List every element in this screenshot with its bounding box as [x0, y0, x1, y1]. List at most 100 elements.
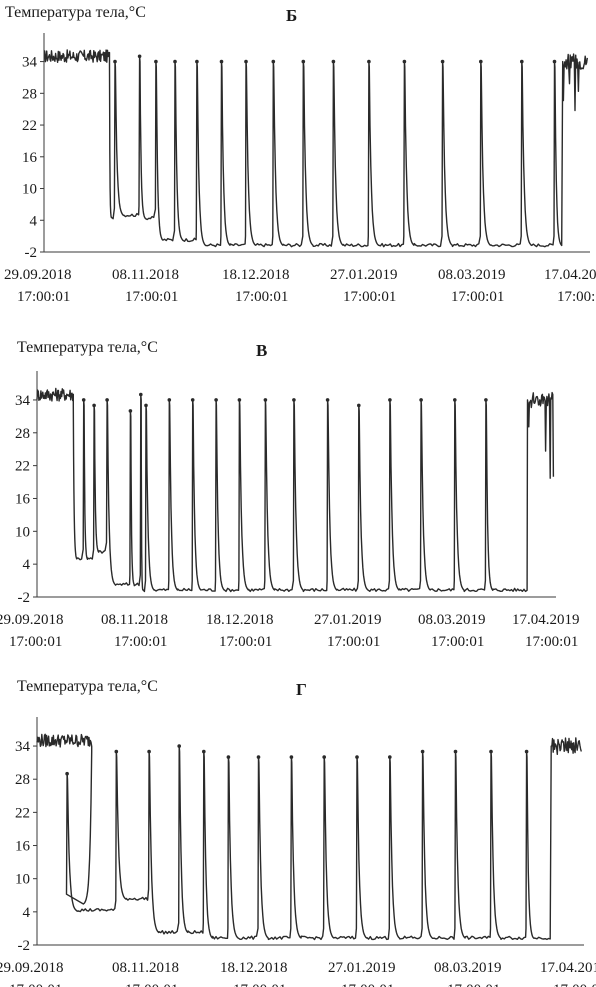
arousal-peak-point	[190, 398, 195, 402]
arousal-peak-point	[105, 398, 109, 402]
x-tick-time: 17:00:01	[233, 982, 286, 987]
x-tick-time: 17:00:01	[431, 634, 484, 650]
arousal-peak-point	[325, 398, 330, 402]
arousal-peak-point	[256, 755, 261, 759]
y-tick-label: -2	[18, 938, 31, 954]
x-tick-time: 17:00:01	[327, 634, 380, 650]
arousal-peak-point	[355, 755, 359, 759]
chart-b-ylabel: Температура тела,°C	[5, 4, 146, 21]
y-tick-label: 34	[15, 739, 31, 755]
chart-v-ylabel: Температура тела,°C	[17, 339, 158, 356]
arousal-peak-point	[453, 749, 458, 754]
y-tick-label: 16	[15, 839, 31, 855]
arousal-peak-point	[237, 398, 242, 402]
x-tick-time: 17:00:01	[125, 289, 178, 305]
arousal-peak-point	[173, 59, 177, 64]
arousal-peak-point	[195, 59, 199, 64]
arousal-peak-point	[388, 398, 392, 402]
x-tick-time: 17:00:01	[341, 982, 394, 987]
x-tick-time: 17:00:01	[447, 982, 500, 987]
y-tick-label: 16	[22, 150, 38, 166]
y-tick-label: 28	[15, 426, 30, 442]
chart-b-svg: 34 28 22 16 10 4 -2 29.09.2018 17:00:01 08.11.201…	[4, 33, 596, 305]
arousal-peak-point	[484, 398, 488, 402]
x-tick-date: 17.04.2019	[512, 612, 580, 628]
arousal-peak-point	[301, 59, 306, 64]
arousal-peak-point	[244, 59, 248, 64]
x-tick-date: 08.11.2018	[112, 267, 179, 283]
arousal-peak-point	[289, 755, 294, 759]
arousal-peak-point	[147, 749, 151, 754]
y-tick-label: 34	[22, 55, 38, 71]
arousal-peak-point	[81, 398, 86, 402]
x-tick-date: 08.11.2018	[112, 960, 179, 976]
arousal-peak-point	[357, 403, 361, 408]
arousal-peak-point	[524, 749, 529, 754]
arousal-peak-point	[263, 398, 268, 402]
temperature-series	[43, 49, 588, 248]
x-tick-date: 27.01.2019	[330, 267, 398, 283]
arousal-peak-point	[128, 409, 133, 413]
arousal-peak-point	[367, 59, 371, 64]
x-tick-date: 08.11.2018	[101, 612, 168, 628]
x-tick-date: 17.04.2019	[544, 267, 596, 283]
arousal-peak-point	[388, 755, 392, 759]
y-tick-label: 10	[15, 872, 30, 888]
x-tick-time: 17:00:01	[219, 634, 272, 650]
chart-panel-v: 34 28 22 16 10 4 -2 29.09.2018 17:00:01 08.11.201…	[0, 335, 596, 665]
arousal-peak-point	[177, 744, 181, 748]
temperature-series	[36, 733, 582, 941]
y-tick-label: 22	[15, 805, 30, 821]
arousal-peak-point	[65, 771, 69, 776]
y-tick-label: 34	[15, 393, 31, 409]
arousal-peak-point	[479, 59, 483, 64]
x-tick-date: 08.03.2019	[434, 960, 502, 976]
arousal-peak-point	[322, 755, 327, 759]
chart-v-panel-letter: В	[256, 341, 268, 360]
arousal-peak-point	[552, 59, 557, 64]
arousal-peak-point	[92, 403, 96, 408]
arousal-peak-point	[137, 54, 142, 59]
y-tick-label: 4	[23, 905, 31, 921]
arousal-peak-point	[139, 392, 143, 397]
y-tick-label: 4	[30, 213, 38, 229]
arousal-peak-point	[453, 398, 457, 402]
x-tick-time: 17:00:01	[17, 289, 70, 305]
arousal-peak-point	[167, 398, 172, 402]
x-tick-time: 17:00:01	[125, 982, 178, 987]
chart-g-panel-letter: Г	[296, 680, 307, 699]
x-tick-date: 17.04.2019	[540, 960, 596, 976]
y-tick-label: 4	[23, 557, 31, 573]
x-tick-time: 17:00:01	[235, 289, 288, 305]
arousal-peak-point	[202, 749, 206, 754]
arousal-peak-point	[420, 749, 425, 754]
y-tick-label: 10	[15, 524, 30, 540]
x-tick-time: 17:00:01	[9, 634, 62, 650]
arousal-peak-point	[489, 749, 493, 754]
chart-panel-g: 34 28 22 16 10 4 -2 29.09.2018 17:00:01 08.11.201…	[0, 672, 596, 987]
x-tick-date: 27.01.2019	[314, 612, 382, 628]
y-tick-label: 22	[22, 118, 37, 134]
x-tick-date: 08.03.2019	[418, 612, 486, 628]
y-tick-label: 16	[15, 491, 31, 507]
chart-v-svg: 34 28 22 16 10 4 -2 29.09.2018 17:00:01 08.11.201…	[0, 371, 580, 650]
x-tick-time: 17:00:01	[114, 634, 167, 650]
arousal-peak-point	[271, 59, 276, 64]
x-tick-time: 17:00:01	[553, 982, 596, 987]
arousal-peak-point	[292, 398, 296, 402]
arousal-peak-point	[402, 59, 407, 64]
y-tick-label: 10	[22, 182, 37, 198]
chart-g-ylabel: Температура тела,°C	[17, 678, 158, 695]
chart-panel-b: 34 28 22 16 10 4 -2 29.09.2018 17:00:01 08.11.201…	[0, 0, 596, 330]
x-tick-time: 17:00:01	[525, 634, 578, 650]
arousal-peak-point	[419, 398, 423, 402]
arousal-peak-point	[331, 59, 336, 64]
x-tick-date: 18.12.2018	[222, 267, 290, 283]
y-tick-label: -2	[18, 590, 31, 606]
x-tick-date: 29.09.2018	[4, 267, 72, 283]
x-tick-time: 17:00:01	[343, 289, 396, 305]
x-tick-time: 17:00:01	[451, 289, 504, 305]
arousal-peak-point	[440, 59, 445, 64]
x-tick-date: 08.03.2019	[438, 267, 506, 283]
x-tick-date: 18.12.2018	[206, 612, 274, 628]
